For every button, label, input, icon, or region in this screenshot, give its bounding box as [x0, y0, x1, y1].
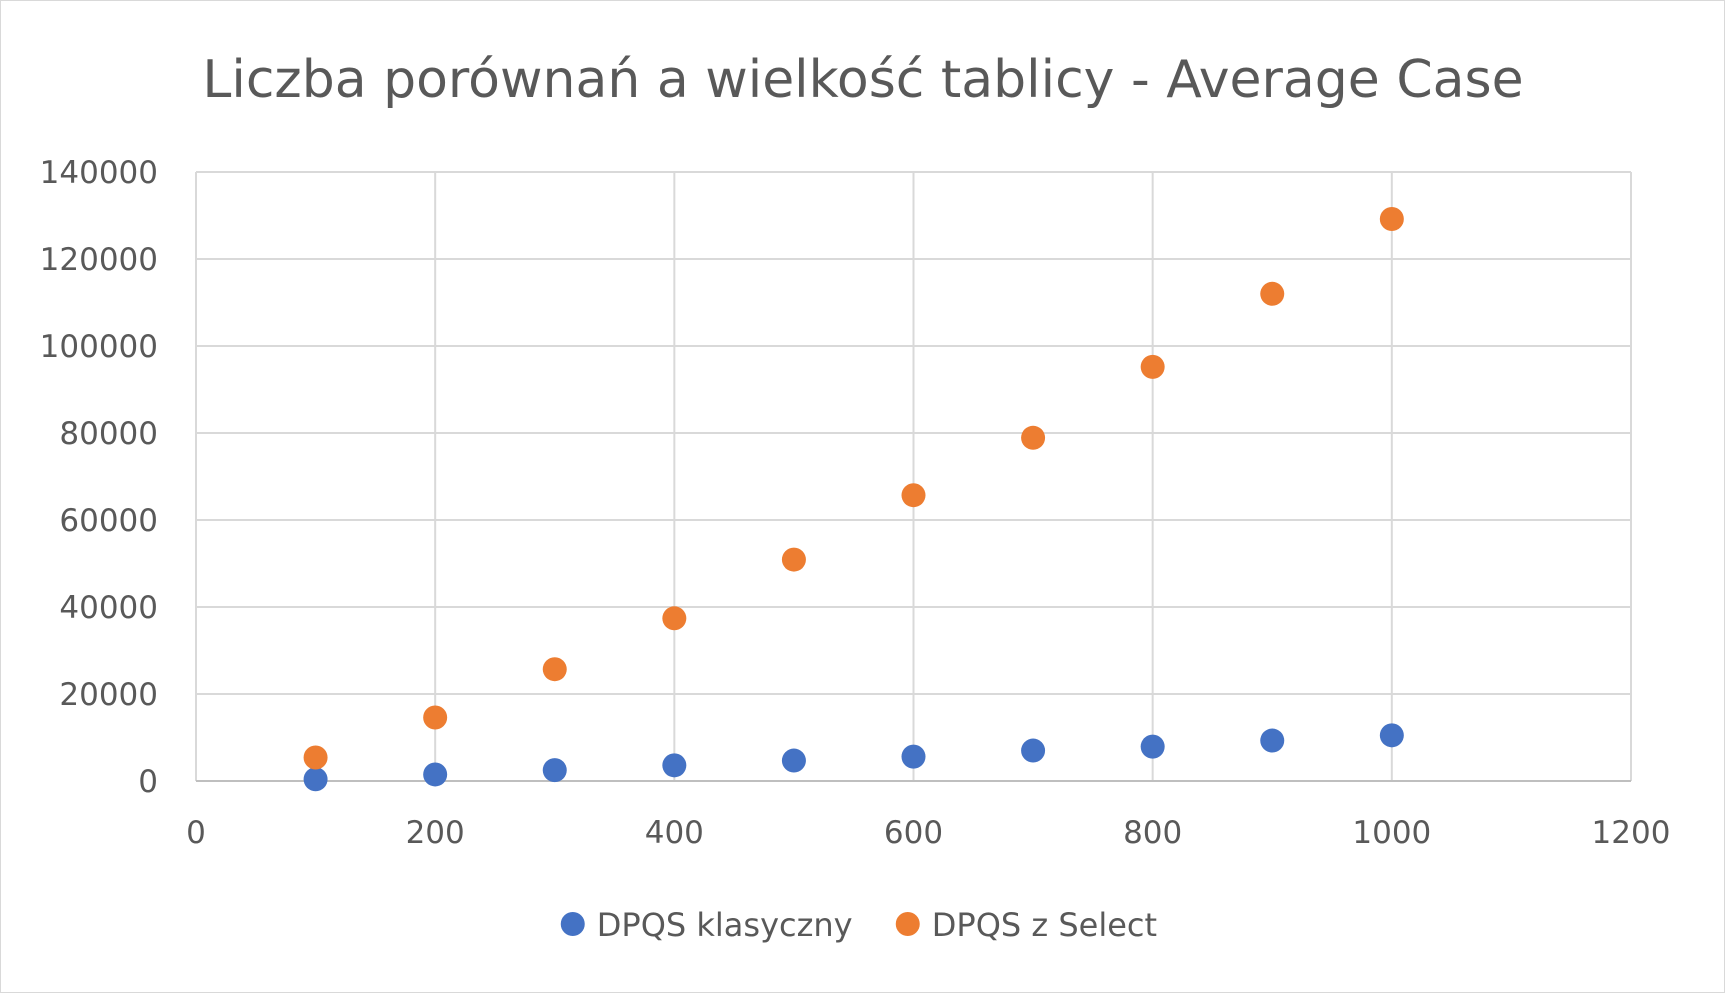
data-point: [901, 744, 926, 769]
data-point: [1260, 281, 1285, 306]
data-point: [781, 547, 806, 572]
legend-marker: [895, 912, 920, 936]
y-tick-label: 60000: [59, 503, 158, 539]
x-tick-label: 200: [406, 815, 465, 851]
data-point: [1140, 354, 1165, 379]
data-point: [542, 758, 567, 783]
data-point: [423, 705, 448, 730]
data-point: [303, 745, 328, 770]
gridlines: [195, 171, 1632, 781]
y-tick-labels: 0 20000 40000 60000 80000 100000 120000 140000: [40, 155, 158, 800]
y-tick-label: 140000: [40, 155, 158, 191]
data-point: [901, 483, 926, 508]
data-points: [303, 206, 1404, 792]
y-tick-label: 100000: [40, 329, 158, 365]
legend-label: DPQS z Select: [932, 906, 1157, 944]
chart-title: Liczba porównań a wielkość tablicy - Ave…: [202, 50, 1523, 110]
data-point: [303, 767, 328, 792]
y-tick-label: 20000: [59, 677, 158, 713]
data-point: [662, 606, 687, 631]
x-tick-label: 1000: [1352, 815, 1431, 851]
x-tick-label: 1200: [1592, 815, 1671, 851]
data-point: [1140, 734, 1165, 759]
x-tick-label: 0: [186, 815, 206, 851]
data-point: [542, 657, 567, 682]
y-tick-label: 120000: [40, 242, 158, 278]
data-point: [1021, 738, 1046, 763]
data-point: [781, 748, 806, 773]
data-point: [423, 762, 448, 787]
x-tick-labels: 0 200 400 600 800 1000 1200: [186, 815, 1670, 851]
data-point: [662, 753, 687, 778]
x-tick-label: 600: [884, 815, 943, 851]
x-tick-label: 800: [1123, 815, 1182, 851]
legend-label: DPQS klasyczny: [597, 906, 853, 944]
data-point: [1260, 728, 1285, 753]
x-tick-label: 400: [645, 815, 704, 851]
y-tick-label: 40000: [59, 590, 158, 626]
y-tick-label: 0: [138, 764, 158, 800]
data-point: [1379, 206, 1404, 231]
legend-marker: [560, 912, 585, 936]
legend: DPQS klasyczny DPQS z Select: [560, 906, 1157, 944]
y-tick-label: 80000: [59, 416, 158, 452]
data-point: [1021, 425, 1046, 450]
data-point: [1379, 723, 1404, 748]
